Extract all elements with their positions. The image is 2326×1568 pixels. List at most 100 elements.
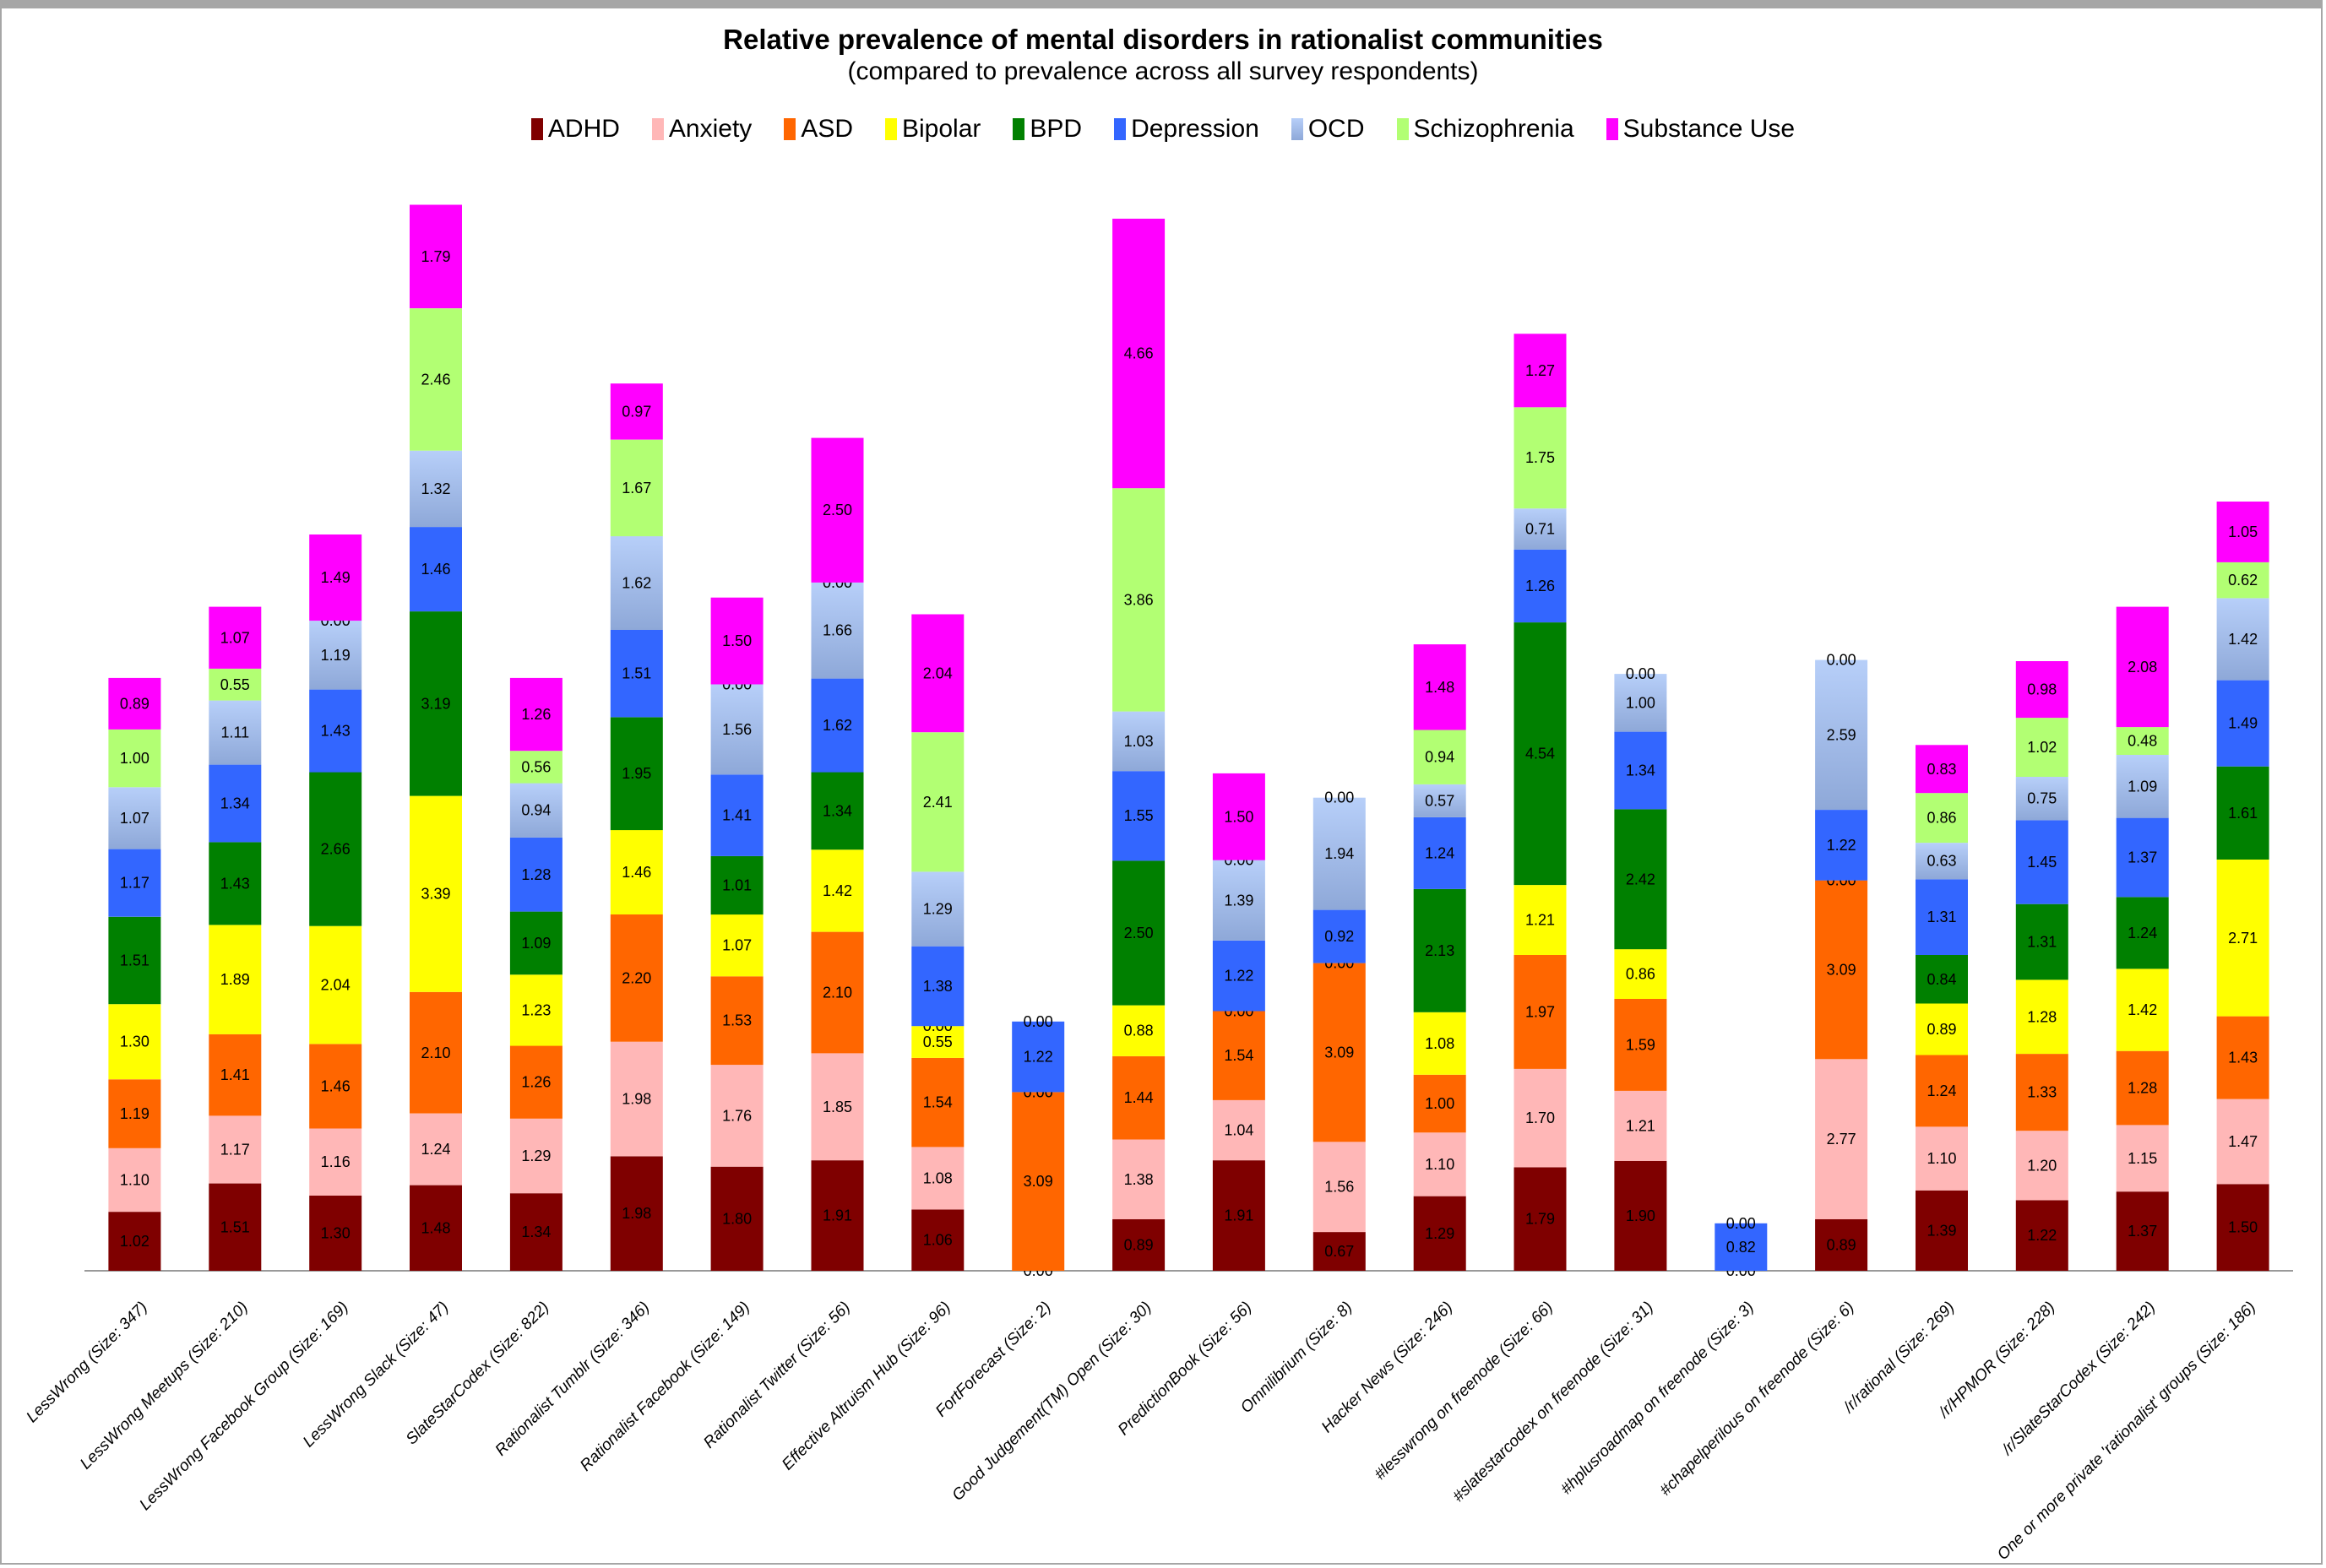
x-tick-label: #slatestarcodex on freenode (Size: 31) <box>1449 1299 1657 1506</box>
bar-segment-anxiety <box>1916 1126 1968 1191</box>
bar-segment-schizophrenia <box>1916 793 1968 844</box>
data-label: 1.22 <box>1827 837 1856 854</box>
bar-segment-schizophrenia <box>911 732 965 872</box>
data-label: 1.45 <box>2027 854 2057 871</box>
bar-segment-depression <box>1112 771 1166 861</box>
bar-segment-anxiety <box>2015 1131 2068 1201</box>
bar-segment-schizophrenia <box>2015 718 2068 777</box>
bar-stack: 1.911.041.540.001.221.390.001.50 <box>1212 773 1265 1271</box>
bar-stack: 1.02 1.10 1.19 1.30 1.51 1.17 1.07 1.00 0.89 <box>108 677 161 1271</box>
data-label: 1.39 <box>1224 892 1253 909</box>
bar-segment-bipolar <box>509 974 562 1046</box>
data-label: 2.10 <box>823 985 852 1001</box>
bar-segment-anxiety <box>710 1065 764 1167</box>
bar-segment-depression <box>911 946 965 1027</box>
bar-segment-asd <box>1916 1055 1968 1127</box>
data-label: 1.16 <box>321 1153 351 1170</box>
data-label: 0.83 <box>1927 761 1956 778</box>
bar-segment-schizophrenia <box>108 729 161 788</box>
bar-segment-schizophrenia <box>1514 407 1567 509</box>
data-label: 1.91 <box>823 1207 852 1224</box>
data-label: 0.88 <box>1124 1023 1154 1039</box>
data-label: 1.90 <box>1626 1207 1655 1224</box>
bar-segment-anxiety <box>911 1147 965 1210</box>
data-label: 1.67 <box>622 480 651 496</box>
chart-subtitle: (compared to prevalence across all surve… <box>847 57 1479 85</box>
bar-segment-substance-use <box>2015 661 2068 719</box>
data-label: 1.00 <box>1626 694 1655 711</box>
bar-stack: 1.39 1.10 1.24 0.89 0.84 1.31 0.63 0.86 0.83 <box>1916 745 1968 1271</box>
data-label: 2.13 <box>1425 942 1454 959</box>
bar-segment-adhd <box>2216 1184 2269 1272</box>
data-label: 1.30 <box>321 1225 351 1242</box>
bar-segment-ocd <box>2216 598 2269 681</box>
bar-segment-ocd <box>1112 711 1166 772</box>
data-label: 1.20 <box>2027 1157 2057 1174</box>
bar-segment-adhd <box>1614 1160 1667 1271</box>
data-label: 1.22 <box>1224 968 1253 985</box>
bar-segment-asd <box>509 1045 562 1119</box>
bar-segment-ocd <box>2015 777 2068 821</box>
bar-segment-bpd <box>108 916 161 1005</box>
bar-stack: 1.48 1.24 2.10 3.39 3.19 1.46 1.32 2.46 1.79 <box>410 204 462 1271</box>
data-label: 1.42 <box>2128 1001 2157 1018</box>
bar-segment-asd <box>1212 1011 1265 1100</box>
bar-segment-adhd <box>309 1196 362 1271</box>
bar-segment-bpd <box>2015 903 2068 980</box>
bar-segment-bpd <box>410 611 462 796</box>
bar-segment-anxiety <box>509 1118 562 1194</box>
data-label: 1.34 <box>823 802 852 819</box>
bar-segment-anxiety <box>811 1053 864 1161</box>
data-label: 1.80 <box>722 1210 752 1227</box>
bar-segment-bpd <box>2116 897 2169 969</box>
legend-item-anxiety: Anxiety <box>651 115 752 144</box>
data-label: 1.22 <box>2027 1227 2057 1244</box>
data-label: 1.94 <box>1324 845 1354 862</box>
data-label: 1.27 <box>1525 362 1555 379</box>
data-label: 1.30 <box>120 1034 149 1050</box>
bar-segment-bpd <box>1614 809 1667 950</box>
data-label: 3.86 <box>1124 591 1154 608</box>
bar-segment-schizophrenia <box>2116 727 2169 755</box>
data-label: 1.47 <box>2228 1133 2258 1150</box>
bar-segment-schizophrenia <box>2216 562 2269 599</box>
bar-segment-ocd <box>1312 797 1366 910</box>
data-label: 1.54 <box>1224 1047 1253 1064</box>
bar-segment-substance-use <box>610 383 663 440</box>
data-label: 2.41 <box>923 794 953 811</box>
data-label: 1.17 <box>120 875 149 892</box>
data-label: 1.00 <box>120 750 149 767</box>
bar-segment-bipolar <box>209 925 262 1034</box>
bar-segment-ocd <box>509 783 562 838</box>
data-label: 1.34 <box>220 795 250 812</box>
bar-segment-asd <box>2015 1054 2068 1131</box>
bar-segment-depression <box>1815 810 1868 881</box>
data-label: 2.42 <box>1626 871 1655 887</box>
data-label: 1.10 <box>1927 1150 1956 1167</box>
bar-segment-substance-use <box>108 677 161 730</box>
bar-segment-depression <box>2116 817 2169 898</box>
data-label: 1.28 <box>2027 1008 2057 1025</box>
bar-segment-anxiety <box>1614 1091 1667 1161</box>
legend-swatch <box>1606 118 1618 140</box>
legend-item-depression: Depression <box>1114 115 1259 144</box>
bar-segment-depression <box>1212 940 1265 1012</box>
data-label: 1.37 <box>2128 1223 2157 1240</box>
data-label: 0.00 <box>1324 789 1354 806</box>
data-label: 1.43 <box>220 875 250 892</box>
bar-segment-asd <box>911 1057 965 1148</box>
bar-segment-schizophrenia <box>1112 488 1166 712</box>
bar-segment-bipolar <box>2116 968 2169 1051</box>
bar-segment-bipolar <box>309 925 362 1044</box>
bar-segment-depression <box>1312 909 1366 963</box>
bar-segment-substance-use <box>1916 745 1968 794</box>
bar-segment-depression <box>2015 820 2068 904</box>
bar-stack: 1.061.081.540.550.001.381.292.412.04 <box>911 614 965 1271</box>
data-label: 1.42 <box>823 882 852 899</box>
data-label: 1.46 <box>622 864 651 881</box>
data-label: 1.24 <box>1927 1082 1956 1099</box>
bar-segment-depression <box>209 764 262 843</box>
bar-segment-depression <box>610 630 663 718</box>
bar-segment-adhd <box>1413 1196 1466 1271</box>
